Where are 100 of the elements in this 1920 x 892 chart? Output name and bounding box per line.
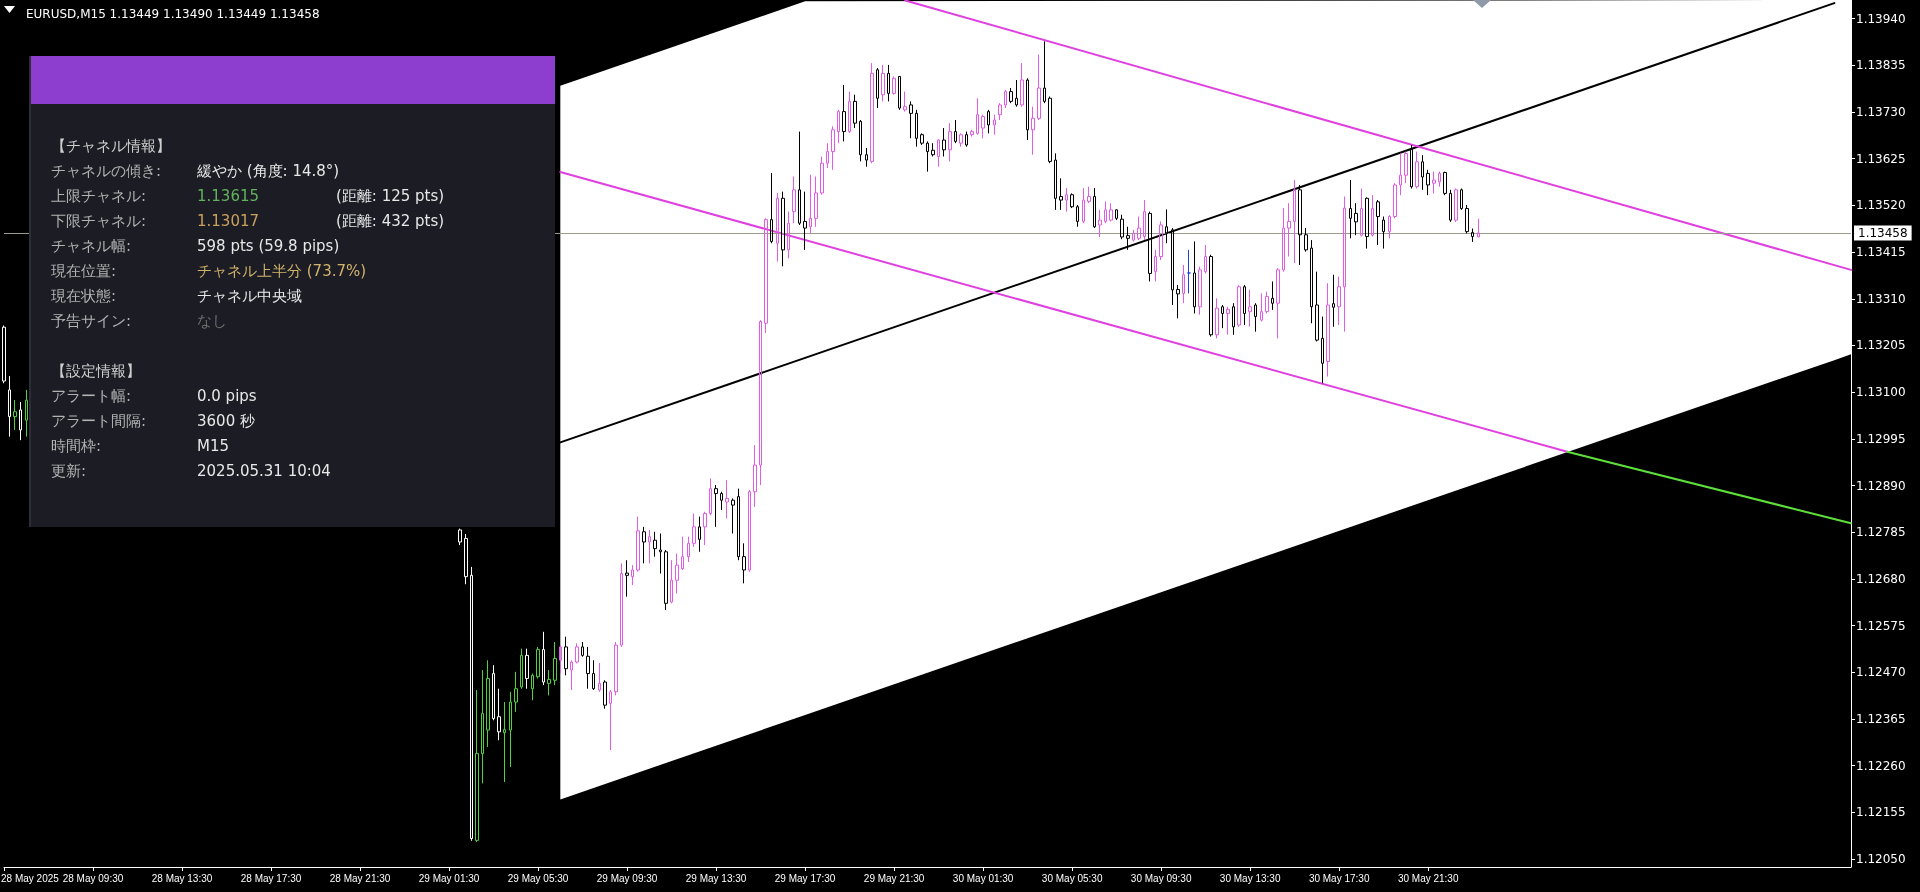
candlestick: [748, 489, 751, 573]
candlestick: [837, 109, 840, 144]
candlestick: [814, 176, 818, 228]
annotation: アラート間隔:: [51, 411, 147, 431]
candlestick: [1421, 154, 1424, 191]
candlestick: [1031, 106, 1035, 156]
candlestick: [659, 533, 662, 575]
annotation: 0.0 pips: [197, 386, 257, 406]
candlestick: [1104, 200, 1107, 224]
candlestick: [1260, 292, 1263, 322]
candlestick: [1287, 202, 1291, 258]
annotation: なし: [197, 311, 227, 331]
candlestick: [1477, 218, 1480, 238]
candlestick: [486, 659, 490, 748]
candlestick: [981, 114, 985, 139]
candlestick: [525, 648, 529, 690]
candlestick: [870, 62, 874, 164]
candlestick: [1215, 297, 1219, 339]
y-tick-label: 1.12260: [1856, 758, 1906, 773]
candlestick: [509, 691, 512, 768]
candlestick: [464, 533, 468, 585]
candlestick: [1321, 316, 1324, 384]
y-tick-label: 1.12785: [1856, 525, 1906, 540]
candlestick: [497, 688, 501, 741]
candlestick: [458, 528, 462, 546]
candlestick: [1098, 209, 1102, 238]
candlestick: [670, 559, 673, 604]
candlestick: [1082, 187, 1085, 224]
candlestick: [909, 100, 913, 139]
candlestick: [1382, 216, 1385, 250]
candlestick: [776, 192, 779, 262]
candlestick: [570, 659, 573, 691]
annotation: (距離: 432 pts): [336, 211, 445, 231]
candlestick: [1182, 264, 1185, 304]
candlestick: [1004, 89, 1007, 109]
candlestick: [1388, 214, 1391, 239]
candlestick: [1438, 171, 1441, 188]
x-tick-label: 30 May 01:30: [952, 872, 1014, 884]
candlestick: [1237, 284, 1241, 328]
candlestick: [976, 97, 979, 136]
x-tick-label: 29 May 01:30: [418, 872, 480, 884]
candlestick: [8, 375, 11, 438]
candlestick: [1449, 189, 1452, 223]
x-tick-label: 28 May 09:30: [62, 872, 124, 884]
candlestick: [926, 140, 929, 173]
candlestick: [948, 122, 952, 162]
candlestick: [692, 513, 696, 548]
annotation: 現在位置:: [51, 261, 117, 281]
candlestick: [542, 631, 545, 686]
candlestick: [603, 679, 607, 710]
x-tick-label: 29 May 21:30: [863, 872, 925, 884]
x-tick-label: 30 May 05:30: [1041, 872, 1103, 884]
candlestick: [865, 147, 868, 168]
y-tick-label: 1.13310: [1856, 291, 1906, 306]
candlestick: [809, 174, 812, 234]
candlestick: [892, 75, 896, 96]
candlestick: [898, 75, 901, 111]
candlestick: [1254, 302, 1257, 333]
candlestick: [1393, 182, 1397, 219]
candlestick: [987, 109, 990, 134]
y-tick-label: 1.13100: [1856, 385, 1906, 400]
candlestick: [792, 176, 796, 224]
candlestick: [1315, 271, 1319, 342]
candlestick: [1326, 282, 1330, 378]
candlestick: [1109, 202, 1113, 222]
y-tick-label: 1.13520: [1856, 198, 1906, 213]
candlestick: [1165, 208, 1168, 244]
candlestick: [937, 138, 940, 168]
candlestick: [564, 636, 568, 676]
candlestick: [1093, 187, 1096, 229]
candlestick: [1148, 211, 1152, 282]
candlestick: [1426, 169, 1430, 196]
candlestick: [1176, 284, 1180, 319]
candlestick: [876, 67, 879, 109]
annotation: 現在状態:: [51, 286, 117, 306]
x-tick-label: 28 May 2025: [1, 872, 60, 884]
candlestick: [1232, 302, 1235, 336]
y-tick-label: 1.13835: [1856, 58, 1906, 73]
candlestick: [842, 84, 846, 142]
candlestick: [1159, 220, 1163, 261]
candlestick: [820, 156, 824, 196]
candlestick: [642, 526, 646, 564]
annotation: 1.13615: [197, 186, 260, 206]
annotation: 1.13017: [197, 211, 260, 231]
candlestick: [664, 549, 668, 611]
candlestick: [931, 142, 935, 157]
candlestick: [787, 211, 790, 259]
candlestick: [1248, 289, 1252, 328]
candlestick: [998, 102, 1002, 121]
candlestick: [1282, 207, 1285, 273]
candlestick: [520, 648, 523, 690]
candlestick: [653, 531, 657, 558]
annotation: 時間枠:: [51, 436, 102, 456]
y-tick-label: 1.13625: [1856, 151, 1906, 166]
candlestick: [1460, 188, 1463, 211]
candlestick: [547, 669, 551, 696]
candlestick: [764, 217, 768, 334]
candlestick: [586, 646, 590, 690]
candlestick: [737, 488, 740, 561]
candlestick: [1209, 254, 1213, 338]
